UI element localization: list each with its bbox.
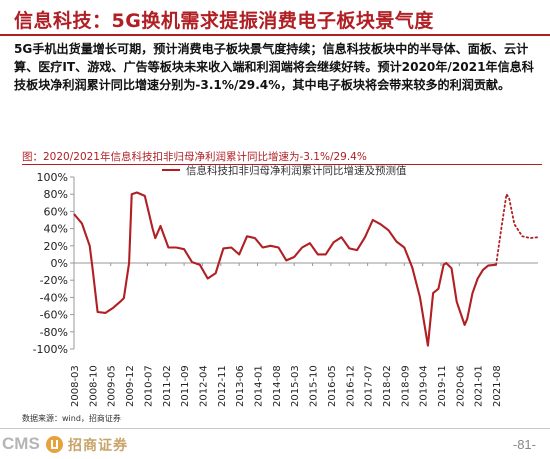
slide-header: 信息科技：5G换机需求提振消费电子板块景气度 [0, 0, 550, 36]
x-tick-label: 2017-07 [364, 365, 375, 407]
slide-title: 信息科技：5G换机需求提振消费电子板块景气度 [14, 10, 434, 32]
x-tick-label: 2019-04 [419, 365, 430, 407]
y-tick-label: -100% [33, 343, 68, 356]
x-tick-label: 2020-06 [455, 365, 466, 407]
logo-chinese-name: 招商证券 [68, 438, 128, 454]
x-tick-label: 2011-02 [162, 365, 173, 407]
y-tick-label: 80% [44, 188, 68, 201]
y-tick-label: 100% [37, 171, 68, 184]
y-tick-label: 20% [44, 240, 68, 253]
x-axis: 2008-03 2008-10 2009-05 2009-12 2010-07 2011-… [70, 262, 538, 407]
legend-label: 信息科技扣非归母净利润累计同比增速及预测值 [186, 164, 407, 177]
chart-legend: 信息科技扣非归母净利润累计同比增速及预测值 [162, 164, 407, 177]
y-tick-label: 60% [44, 205, 68, 218]
series-line [73, 191, 497, 347]
caption-divider [22, 164, 542, 165]
footer-divider [0, 428, 550, 429]
series-layer [73, 191, 539, 347]
x-tick-label: 2014-01 [254, 365, 265, 407]
source-note: 数据来源：wind，招商证券 [22, 414, 121, 423]
logo-emblem-icon [46, 436, 63, 453]
chart-caption: 图：2020/2021年信息科技扣非归母净利润累计同比增速为-3.1%/29.4… [22, 151, 367, 163]
x-tick-label: 2008-10 [88, 365, 99, 407]
logo-wordmark: CMS [2, 434, 40, 453]
x-tick-label: 2019-11 [437, 365, 448, 407]
forecast-line [495, 193, 539, 266]
x-tick-label: 2012-11 [217, 365, 228, 407]
x-tick-label: 2013-06 [235, 365, 246, 407]
x-tick-label: 2008-03 [70, 365, 81, 407]
x-tick-label: 2009-05 [107, 365, 118, 407]
x-tick-label: 2015-10 [309, 365, 320, 407]
y-tick-label: -40% [40, 291, 68, 304]
y-axis: 100% 80% 60% 40% 20% 0% -20% -40% -60% -80% -100% [33, 171, 75, 356]
x-tick-label: 2015-03 [290, 365, 301, 407]
x-tick-label: 2021-01 [474, 365, 485, 407]
title-divider [0, 34, 550, 36]
x-tick-label: 2018-09 [400, 365, 411, 407]
page-number: -81- [512, 437, 536, 452]
y-tick-label: 40% [44, 223, 68, 236]
summary-paragraph: 5G手机出货量增长可期，预计消费电子板块景气度持续；信息科技板块中的半导体、面板… [14, 42, 534, 92]
y-tick-label: -60% [40, 309, 68, 322]
x-tick-label: 2011-09 [180, 365, 191, 407]
x-tick-label: 2016-05 [327, 365, 338, 407]
x-tick-label: 2009-12 [125, 365, 136, 407]
y-tick-label: -80% [40, 326, 68, 339]
x-tick-label: 2018-02 [382, 365, 393, 407]
y-tick-label: 0% [51, 257, 68, 270]
x-tick-label: 2012-04 [198, 365, 209, 407]
x-tick-label: 2014-08 [272, 365, 283, 407]
x-tick-label: 2021-08 [492, 365, 503, 407]
x-tick-label: 2016-12 [345, 365, 356, 407]
y-tick-label: -20% [40, 274, 68, 287]
x-tick-label: 2010-07 [143, 365, 154, 407]
